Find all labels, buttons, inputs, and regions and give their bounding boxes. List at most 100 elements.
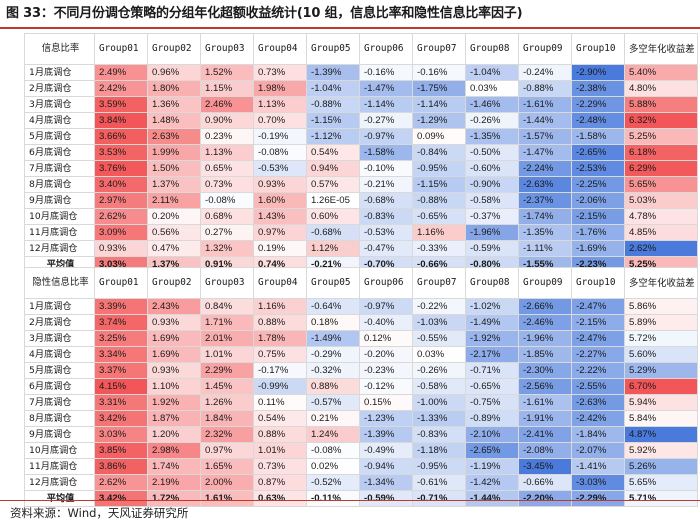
value-cell: 1.20% — [147, 426, 201, 443]
value-cell: -1.15% — [306, 112, 360, 129]
value-cell: 2.49% — [94, 64, 148, 81]
row-label: 4月底调仓 — [24, 346, 95, 363]
title-rule — [0, 27, 700, 29]
value-cell: 0.93% — [147, 314, 201, 331]
table-row: 8月底调仓 3.40% 1.37% 0.73% 0.93% 0.57% -0.21% -1.1… — [24, 176, 698, 193]
value-cell: -0.29% — [306, 346, 360, 363]
value-cell: 1.12% — [306, 240, 360, 257]
value-cell: 1.50% — [147, 160, 201, 177]
value-cell: -0.88% — [518, 80, 572, 97]
value-cell: 1.71% — [200, 314, 254, 331]
row-label: 7月底调仓 — [24, 160, 95, 177]
value-cell: -2.10% — [465, 426, 519, 443]
value-cell: -1.14% — [412, 96, 466, 113]
column-header: Group10 — [571, 33, 625, 65]
value-cell: 1.92% — [147, 394, 201, 411]
value-cell: 0.09% — [412, 128, 466, 145]
value-cell: 1.13% — [200, 144, 254, 161]
value-cell: -0.65% — [412, 208, 466, 225]
value-cell: 0.84% — [200, 298, 254, 315]
value-cell: 0.93% — [94, 240, 148, 257]
implicit-info-ratio-table: 隐性信息比率 Group01 Group02 Group03 Group04 Group0… — [24, 267, 698, 507]
value-cell: 2.62% — [94, 208, 148, 225]
row-label: 6月底调仓 — [24, 378, 95, 395]
row-label: 5月底调仓 — [24, 128, 95, 145]
spread-cell: 5.65% — [624, 474, 698, 491]
value-cell: -0.40% — [359, 314, 413, 331]
value-cell: -0.95% — [412, 160, 466, 177]
value-cell: -0.12% — [359, 378, 413, 395]
value-cell: -1.39% — [306, 64, 360, 81]
value-cell: -1.49% — [306, 330, 360, 347]
spread-cell: 4.85% — [624, 224, 698, 241]
value-cell: -1.75% — [412, 80, 466, 97]
value-cell: 0.12% — [359, 330, 413, 347]
value-cell: 0.03% — [412, 346, 466, 363]
value-cell: 1.13% — [253, 96, 307, 113]
value-cell: -1.57% — [518, 128, 572, 145]
value-cell: 1.69% — [147, 330, 201, 347]
value-cell: 0.96% — [147, 64, 201, 81]
value-cell: -2.17% — [465, 346, 519, 363]
value-cell: 1.36% — [147, 96, 201, 113]
value-cell: 0.88% — [306, 378, 360, 395]
column-header: Group08 — [465, 33, 519, 65]
value-cell: -2.90% — [571, 64, 625, 81]
value-cell: 1.72% — [147, 490, 201, 507]
value-cell: 1.69% — [147, 346, 201, 363]
value-cell: 2.98% — [147, 442, 201, 459]
value-cell: -2.08% — [518, 442, 572, 459]
value-cell: 0.18% — [306, 314, 360, 331]
value-cell: -0.27% — [359, 112, 413, 129]
value-cell: 3.31% — [94, 394, 148, 411]
row-label: 平均值 — [24, 490, 95, 507]
table-row: 1月底调仓 3.39% 2.43% 0.84% 1.16% -0.64% -0.97% -0.… — [24, 298, 698, 315]
value-cell: -0.17% — [253, 362, 307, 379]
column-header: Group05 — [306, 33, 360, 65]
value-cell: -0.90% — [465, 176, 519, 193]
value-cell: 3.84% — [94, 112, 148, 129]
column-header: Group01 — [94, 33, 148, 65]
value-cell: -0.61% — [412, 474, 466, 491]
value-cell: -0.65% — [465, 378, 519, 395]
value-cell: 1.26% — [200, 394, 254, 411]
value-cell: 3.25% — [94, 330, 148, 347]
spread-cell: 6.18% — [624, 144, 698, 161]
column-header: Group07 — [412, 267, 466, 299]
column-header: Group05 — [306, 267, 360, 299]
value-cell: -2.30% — [518, 362, 572, 379]
value-cell: 1.98% — [253, 80, 307, 97]
value-cell: -0.37% — [465, 208, 519, 225]
value-cell: -0.71% — [412, 490, 466, 507]
value-cell: -1.49% — [465, 314, 519, 331]
value-cell: -1.76% — [571, 224, 625, 241]
spread-column-header: 多空年化收益差 — [624, 33, 698, 65]
row-label: 3月底调仓 — [24, 330, 95, 347]
value-cell: -2.63% — [571, 394, 625, 411]
value-cell: -2.15% — [571, 314, 625, 331]
value-cell: -0.24% — [518, 64, 572, 81]
column-header: Group03 — [200, 33, 254, 65]
value-cell: -1.41% — [571, 458, 625, 475]
value-cell: -1.47% — [518, 144, 572, 161]
row-label: 10月底调仓 — [24, 208, 95, 225]
value-cell: -2.20% — [518, 490, 572, 507]
value-cell: -1.61% — [518, 394, 572, 411]
value-cell: -2.65% — [465, 442, 519, 459]
value-cell: -0.20% — [359, 346, 413, 363]
info-ratio-table: 信息比率 Group01 Group02 Group03 Group04 Group05 G… — [24, 33, 698, 273]
value-cell: -2.37% — [518, 192, 572, 209]
value-cell: 1.60% — [253, 192, 307, 209]
value-cell: 0.03% — [465, 80, 519, 97]
spread-cell: 6.70% — [624, 378, 698, 395]
value-cell: -0.16% — [359, 64, 413, 81]
value-cell: -0.11% — [306, 490, 360, 507]
row-label: 7月底调仓 — [24, 394, 95, 411]
row-label: 2月底调仓 — [24, 80, 95, 97]
value-cell: 0.93% — [147, 362, 201, 379]
spread-cell: 6.32% — [624, 112, 698, 129]
value-cell: -0.22% — [412, 298, 466, 315]
table-corner-header: 隐性信息比率 — [24, 267, 95, 299]
value-cell: -2.41% — [518, 426, 572, 443]
value-cell: 1.61% — [200, 490, 254, 507]
